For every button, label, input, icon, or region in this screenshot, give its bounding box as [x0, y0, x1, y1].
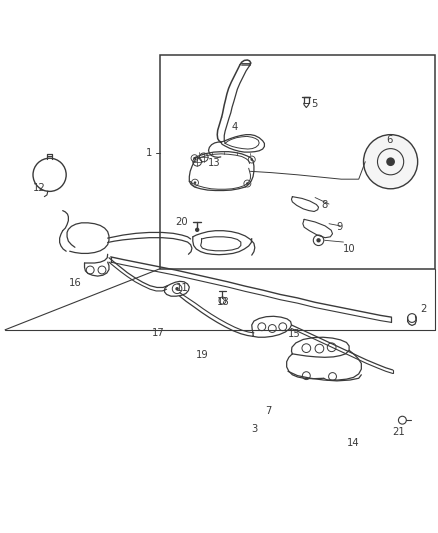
Bar [160, 55, 435, 269]
Text: 5: 5 [311, 99, 318, 109]
Text: 1: 1 [146, 148, 152, 158]
Circle shape [364, 135, 418, 189]
Text: 12: 12 [33, 183, 46, 193]
Circle shape [194, 181, 196, 184]
Circle shape [195, 228, 199, 232]
Circle shape [386, 157, 395, 166]
Text: 10: 10 [343, 244, 355, 254]
Text: 11: 11 [176, 284, 188, 293]
Text: 17: 17 [152, 328, 164, 338]
Text: 15: 15 [288, 329, 300, 339]
Text: 2: 2 [420, 304, 427, 314]
Text: 18: 18 [217, 297, 230, 308]
Circle shape [193, 157, 196, 159]
Text: 3: 3 [252, 424, 258, 434]
Circle shape [175, 287, 179, 290]
Text: 4: 4 [231, 122, 237, 132]
Text: 19: 19 [196, 350, 209, 360]
Text: 7: 7 [265, 407, 271, 416]
Text: 9: 9 [336, 222, 342, 232]
Text: 6: 6 [386, 135, 392, 145]
Text: 8: 8 [321, 200, 328, 211]
Text: 14: 14 [347, 438, 360, 448]
Circle shape [246, 182, 249, 185]
Text: 20: 20 [176, 217, 188, 227]
Circle shape [316, 238, 321, 243]
Text: 21: 21 [392, 427, 405, 438]
Text: 16: 16 [68, 278, 81, 288]
Circle shape [251, 158, 253, 161]
Text: 13: 13 [208, 158, 220, 167]
